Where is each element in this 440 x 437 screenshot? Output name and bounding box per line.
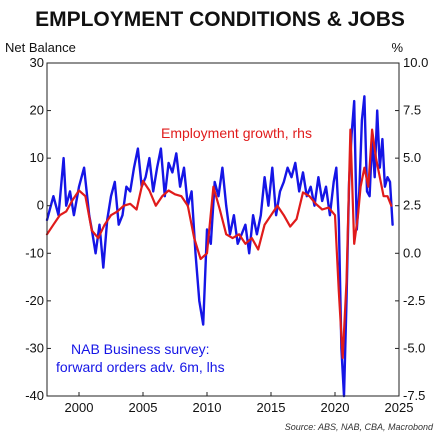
x-tick-label: 2025 — [385, 400, 414, 415]
right-tick-label: 2.5 — [403, 198, 421, 213]
x-tick-label: 2015 — [257, 400, 286, 415]
left-tick-label: 0 — [37, 198, 44, 213]
left-tick-label: 10 — [30, 150, 44, 165]
x-tick-label: 2010 — [193, 400, 222, 415]
axis-ticks: 3020100-10-20-30-4010.07.55.02.50.0-2.5-… — [25, 55, 428, 415]
right-tick-label: 5.0 — [403, 150, 421, 165]
right-tick-label: 0.0 — [403, 245, 421, 260]
right-tick-label: 10.0 — [403, 55, 428, 70]
annotation-nab-line2: forward orders adv. 6m, lhs — [56, 359, 225, 375]
left-tick-label: -40 — [25, 388, 44, 403]
left-tick-label: -10 — [25, 245, 44, 260]
left-axis-unit: Net Balance — [5, 40, 76, 55]
annotation-employment: Employment growth, rhs — [161, 125, 312, 141]
plot-frame — [46, 62, 400, 397]
left-tick-label: -20 — [25, 293, 44, 308]
right-tick-label: 7.5 — [403, 103, 421, 118]
x-tick-label: 2020 — [321, 400, 350, 415]
left-tick-label: 20 — [30, 103, 44, 118]
chart-title: EMPLOYMENT CONDITIONS & JOBS — [35, 8, 405, 31]
right-tick-label: -7.5 — [403, 388, 425, 403]
x-tick-label: 2005 — [129, 400, 158, 415]
right-tick-label: -5.0 — [403, 340, 425, 355]
left-tick-label: 30 — [30, 55, 44, 70]
series-lines — [45, 95, 394, 398]
series-line-employment-growth — [45, 128, 393, 359]
right-tick-label: -2.5 — [403, 293, 425, 308]
source-note: Source: ABS, NAB, CBA, Macrobond — [285, 422, 434, 432]
x-tick-label: 2000 — [65, 400, 94, 415]
right-axis-unit: % — [391, 40, 403, 55]
annotation-nab-line1: NAB Business survey: — [71, 341, 210, 357]
left-tick-label: -30 — [25, 340, 44, 355]
